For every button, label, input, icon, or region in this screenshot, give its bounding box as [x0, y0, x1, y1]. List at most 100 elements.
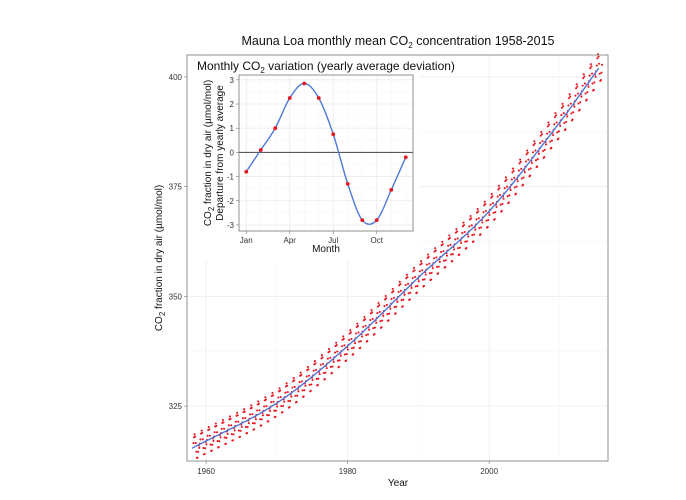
data-point: [385, 303, 388, 306]
inset-data-point: [374, 218, 379, 223]
data-point: [380, 326, 383, 329]
data-point: [373, 326, 377, 329]
data-point: [506, 185, 509, 188]
data-point: [215, 424, 218, 427]
data-point: [236, 411, 239, 414]
x-tick-label: 2000: [480, 467, 498, 476]
data-point: [480, 226, 483, 229]
data-point: [343, 344, 346, 347]
data-point: [409, 291, 412, 294]
data-point: [547, 121, 550, 124]
inset-y-tick-label: 1: [230, 124, 235, 133]
data-point: [246, 426, 249, 429]
data-point: [373, 333, 376, 336]
data-point: [291, 386, 294, 389]
data-point: [502, 197, 505, 200]
data-point: [542, 149, 545, 152]
data-point: [576, 85, 579, 88]
data-point: [201, 438, 204, 441]
data-point: [209, 443, 212, 446]
data-point: [594, 75, 597, 78]
data-point: [253, 428, 256, 431]
data-point: [297, 390, 300, 393]
data-point: [457, 247, 460, 250]
data-point: [203, 453, 206, 456]
data-point: [213, 431, 216, 434]
data-point: [511, 167, 515, 170]
data-point: [289, 399, 292, 403]
data-point: [321, 356, 324, 359]
data-point: [517, 169, 520, 172]
data-point: [288, 406, 291, 409]
data-point: [392, 290, 395, 293]
data-point: [287, 400, 290, 403]
data-point: [568, 93, 571, 96]
data-point: [406, 276, 409, 279]
data-point: [588, 74, 591, 77]
data-point: [260, 424, 263, 427]
data-point: [387, 319, 390, 322]
inset-data-point: [287, 96, 292, 100]
data-point: [282, 404, 285, 408]
main-data-points: [192, 53, 604, 460]
data-point: [313, 360, 316, 363]
data-point: [219, 436, 222, 439]
data-point: [294, 394, 297, 397]
data-point: [598, 72, 601, 75]
data-point: [488, 213, 491, 217]
data-point: [532, 144, 535, 147]
data-point: [338, 365, 341, 368]
data-point: [484, 203, 487, 206]
data-point: [201, 431, 204, 435]
data-point: [271, 391, 274, 394]
data-point: [237, 420, 240, 423]
data-point: [474, 228, 477, 231]
data-point: [352, 353, 355, 356]
data-point: [228, 415, 232, 418]
data-point: [410, 286, 413, 290]
data-point: [329, 365, 332, 368]
data-point: [329, 356, 332, 359]
data-point: [430, 278, 433, 281]
data-point: [368, 328, 371, 331]
data-point: [477, 210, 480, 213]
data-point: [546, 125, 549, 128]
data-point: [427, 253, 430, 256]
data-point: [430, 271, 433, 274]
data-point: [455, 230, 459, 233]
data-point: [526, 151, 529, 154]
data-point: [366, 339, 369, 343]
inset-x-axis-label: Month: [312, 244, 340, 255]
data-point: [343, 353, 347, 356]
data-point: [399, 283, 402, 286]
inset-x-tick-label: Oct: [371, 236, 384, 245]
data-point: [335, 344, 338, 347]
data-point: [208, 428, 211, 431]
inset-data-point: [302, 81, 307, 86]
data-point: [230, 433, 233, 436]
data-point: [210, 449, 213, 452]
data-point: [302, 395, 305, 398]
data-point: [574, 94, 577, 97]
data-point: [379, 320, 382, 323]
data-point: [520, 177, 523, 180]
data-point: [509, 189, 512, 192]
data-point: [484, 209, 487, 213]
data-point: [345, 359, 348, 362]
data-point: [524, 160, 528, 163]
data-point: [579, 101, 582, 104]
data-point: [315, 368, 318, 371]
data-point: [267, 420, 270, 423]
data-point: [451, 253, 454, 256]
inset-plot-frame: [238, 74, 414, 232]
data-point: [519, 160, 522, 163]
data-point: [333, 351, 336, 354]
data-point: [202, 447, 205, 450]
data-point: [493, 218, 496, 221]
data-point: [404, 283, 407, 287]
data-point: [193, 433, 196, 436]
data-point: [503, 187, 506, 190]
x-axis-label: Year: [388, 478, 409, 489]
data-point: [264, 398, 268, 401]
data-point: [281, 411, 284, 414]
